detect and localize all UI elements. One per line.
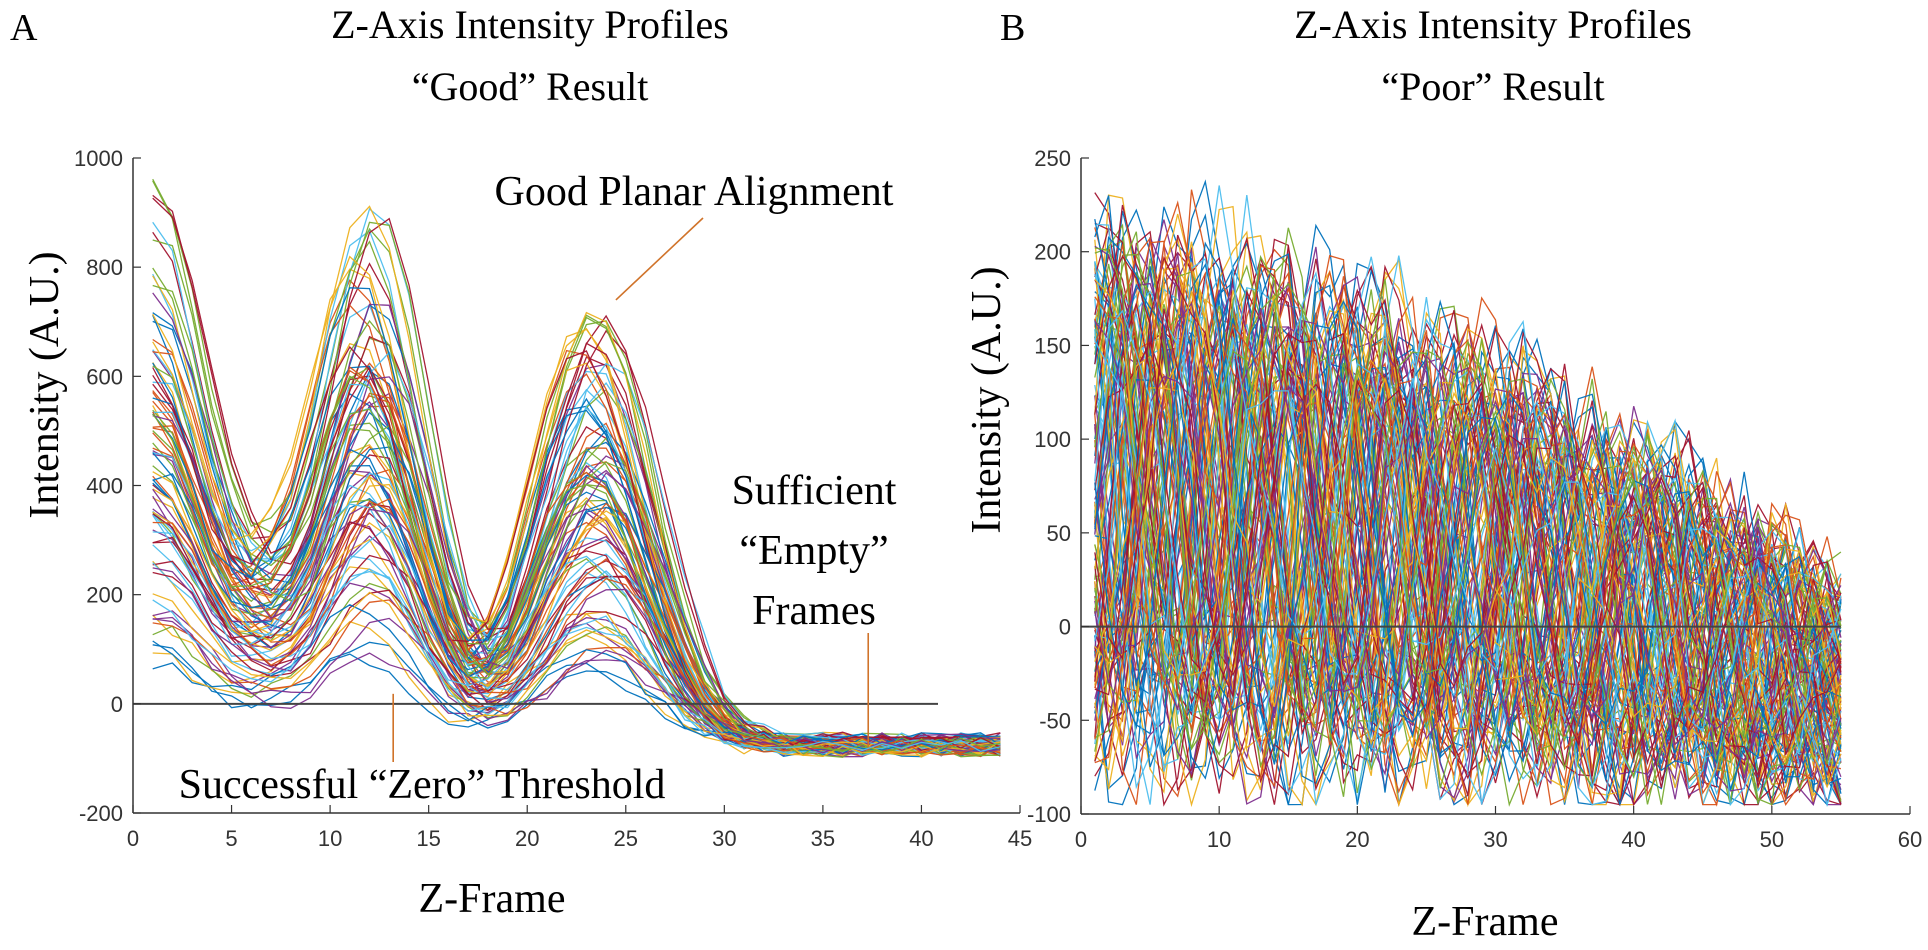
x-tick-label: 35	[811, 826, 835, 851]
profile-line	[152, 287, 1001, 752]
profile-line	[152, 428, 1001, 756]
annotation-empty-frames-line-2: “Empty”	[739, 528, 888, 574]
panel-b-y-label: Intensity (A.U.)	[964, 266, 1010, 533]
panel-b: B Z-Axis Intensity Profiles “Poor” Resul…	[964, 2, 1922, 945]
x-tick-label: 30	[712, 826, 736, 851]
y-tick-label: 800	[86, 255, 123, 280]
profile-line	[1094, 244, 1842, 780]
x-tick-label: 40	[1621, 827, 1645, 852]
y-tick-label: 400	[86, 474, 123, 499]
annotation-empty-frames-line-3: Frames	[752, 588, 876, 634]
x-tick-label: 60	[1898, 827, 1922, 852]
panel-b-label: B	[1000, 7, 1025, 49]
profile-line	[1094, 271, 1842, 802]
panel-b-title-line-2: “Poor” Result	[1381, 64, 1604, 109]
profile-line	[152, 641, 1001, 754]
x-tick-label: 15	[416, 826, 440, 851]
y-tick-label: 600	[86, 364, 123, 389]
profile-line	[1094, 318, 1842, 770]
panel-b-title-line-1: Z-Axis Intensity Profiles	[1294, 2, 1692, 47]
profile-line	[1094, 256, 1842, 805]
profile-line	[1094, 296, 1842, 754]
profile-line	[1094, 200, 1842, 806]
panel-b-ticks: 0 10 20 30 40 50 60 -100 -50 0 50 100 150 200 250	[1027, 146, 1922, 852]
profile-line	[1094, 245, 1842, 792]
x-tick-label: 20	[1345, 827, 1369, 852]
y-tick-label: 0	[111, 692, 123, 717]
profile-line	[1094, 278, 1842, 746]
y-tick-label: 200	[86, 583, 123, 608]
profile-line	[1094, 255, 1842, 778]
profile-line	[152, 375, 1001, 754]
panel-a-y-label: Intensity (A.U.)	[22, 251, 68, 518]
annotation-empty-frames-line-1: Sufficient	[732, 468, 897, 514]
profile-line	[1094, 218, 1842, 805]
y-tick-label: 0	[1059, 615, 1071, 640]
x-tick-label: 20	[515, 826, 539, 851]
y-tick-label: 1000	[74, 146, 123, 171]
profile-line	[1094, 231, 1842, 806]
x-tick-label: 50	[1760, 827, 1784, 852]
profile-line	[1094, 227, 1842, 798]
y-tick-label: 150	[1034, 333, 1071, 358]
profile-line	[1094, 375, 1842, 764]
x-tick-label: 10	[318, 826, 342, 851]
x-tick-label: 0	[1075, 827, 1087, 852]
profile-line	[1094, 257, 1842, 808]
panel-a-x-label: Z-Frame	[419, 876, 566, 922]
panel-a-plot-area	[133, 178, 1001, 758]
profile-line	[1094, 282, 1842, 761]
annotation-planar-alignment: Good Planar Alignment	[495, 169, 894, 215]
panel-a-label: A	[10, 7, 38, 49]
profile-line	[152, 503, 1001, 750]
y-tick-label: 200	[1034, 240, 1071, 265]
y-tick-label: -100	[1027, 802, 1071, 827]
profile-line	[1094, 309, 1842, 753]
profile-line	[152, 448, 1001, 746]
profile-line	[1094, 195, 1842, 806]
y-tick-label: -50	[1039, 708, 1071, 733]
y-tick-label: -200	[79, 801, 123, 826]
panel-a-title-line-1: Z-Axis Intensity Profiles	[331, 2, 729, 47]
annotation-zero-threshold: Successful “Zero” Threshold	[179, 762, 666, 808]
panel-b-x-label: Z-Frame	[1412, 899, 1559, 945]
x-tick-label: 25	[614, 826, 638, 851]
profile-line	[152, 591, 1001, 756]
panel-b-plot-area	[1081, 179, 1842, 808]
x-tick-label: 40	[909, 826, 933, 851]
x-tick-label: 45	[1008, 826, 1032, 851]
annotation-pointer-planar-alignment	[615, 217, 704, 301]
y-tick-label: 50	[1047, 521, 1071, 546]
profile-line	[1094, 387, 1842, 766]
y-tick-label: 250	[1034, 146, 1071, 171]
x-tick-label: 10	[1207, 827, 1231, 852]
profile-line	[152, 618, 1001, 751]
profile-line	[152, 568, 1001, 752]
x-tick-label: 5	[225, 826, 237, 851]
profile-line	[152, 345, 1001, 751]
profile-line	[1094, 185, 1842, 807]
y-tick-label: 100	[1034, 427, 1071, 452]
profile-line	[1094, 308, 1842, 756]
profile-line	[152, 471, 1001, 757]
x-tick-label: 30	[1483, 827, 1507, 852]
profile-line	[1094, 262, 1842, 785]
x-tick-label: 0	[127, 826, 139, 851]
panel-a-title-line-2: “Good” Result	[412, 64, 649, 109]
profile-line	[1094, 307, 1842, 765]
panel-a: A Z-Axis Intensity Profiles “Good” Resul…	[10, 2, 1032, 922]
profile-line	[1094, 236, 1842, 786]
profile-line	[1094, 236, 1842, 806]
profile-line	[152, 366, 1001, 756]
profile-line	[1094, 258, 1842, 806]
